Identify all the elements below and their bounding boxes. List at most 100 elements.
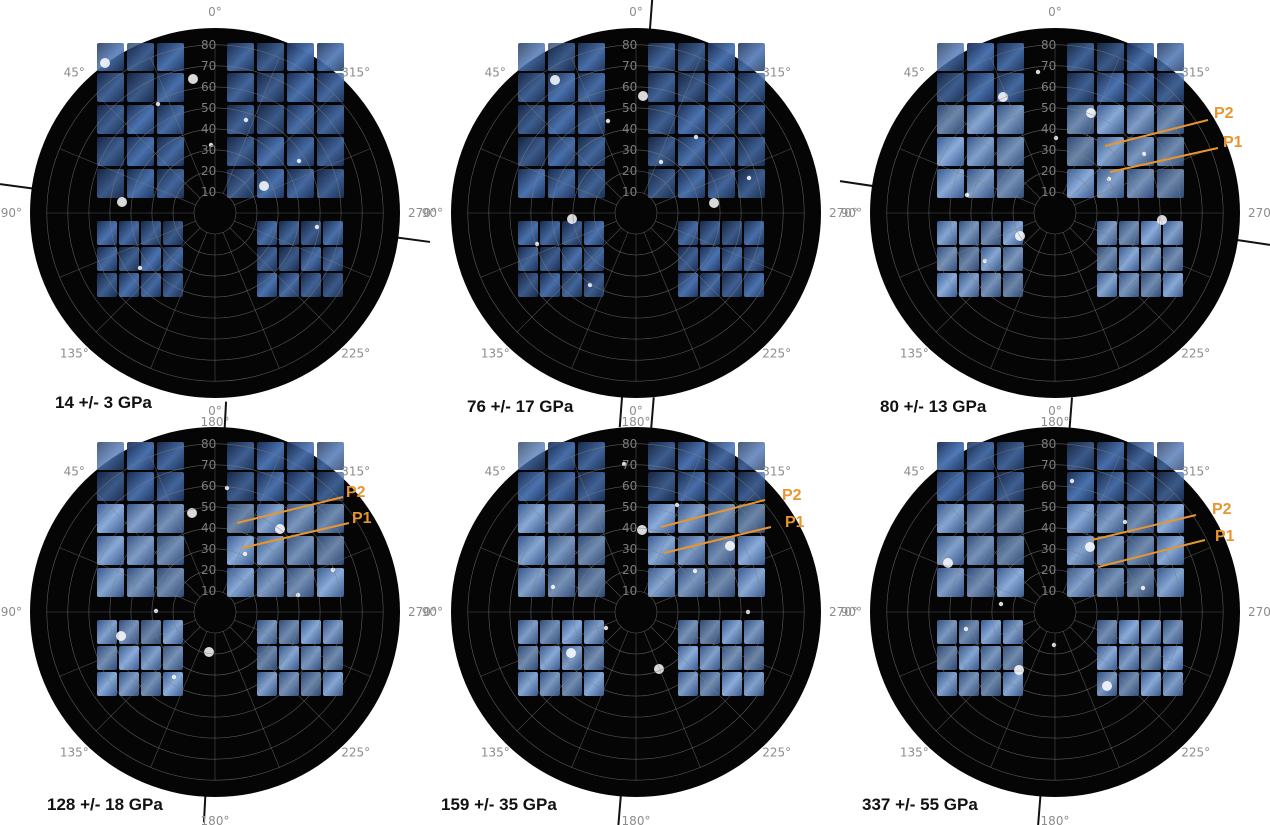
detector-tile <box>518 137 545 166</box>
diffraction-spot <box>1102 681 1112 691</box>
detector-tile <box>708 73 735 102</box>
grid-spoke <box>95 93 201 199</box>
detector-tile <box>257 442 284 470</box>
detector-tile <box>722 221 742 245</box>
grid-spoke <box>516 626 622 732</box>
detector-tile <box>1097 105 1124 134</box>
diffraction-spot <box>943 558 953 568</box>
detector-tile <box>323 646 343 670</box>
detector-tile <box>1157 472 1184 501</box>
detector-tile <box>1157 504 1184 533</box>
detector-tile <box>518 646 538 670</box>
detector-tile <box>1097 646 1117 670</box>
grid-spoke <box>1074 148 1211 206</box>
detector-tile <box>1163 646 1183 670</box>
azimuth-label: 0° <box>629 5 643 19</box>
grid-spoke <box>935 227 1041 333</box>
detector-tile <box>937 137 964 166</box>
grid-spoke <box>150 456 208 593</box>
detector-tile <box>227 442 254 470</box>
detector-tile <box>157 504 184 533</box>
detector-tile <box>227 504 254 533</box>
grid-spoke <box>1074 547 1211 605</box>
grid-circle <box>886 44 1224 382</box>
detector-tile <box>97 273 117 297</box>
azimuth-label: 90° <box>841 206 862 220</box>
detector-tile <box>97 137 124 166</box>
detector-tile <box>1067 568 1094 597</box>
detector-tile <box>157 169 184 198</box>
detector-tile <box>937 472 964 501</box>
detector-tile <box>163 672 183 696</box>
detector-tile <box>518 43 545 71</box>
detector-tile <box>1097 442 1124 470</box>
detector-tile <box>1097 472 1124 501</box>
detector-tile <box>738 43 765 71</box>
diffraction-spot <box>224 485 230 491</box>
detector-tile <box>279 672 299 696</box>
detector-tile <box>97 105 124 134</box>
detector-tile <box>1097 43 1124 71</box>
detector-tile <box>937 536 964 565</box>
detector-tile <box>959 247 979 271</box>
detector-tile <box>141 273 161 297</box>
radial-tick-label: 60 <box>201 479 216 493</box>
diffraction-spot <box>188 74 198 84</box>
detector-tile <box>127 43 154 71</box>
grid-spoke <box>59 220 196 278</box>
grid-spoke <box>1062 631 1120 768</box>
detector-tile <box>127 536 154 565</box>
radial-tick-label: 20 <box>201 563 216 577</box>
detector-tile <box>1157 137 1184 166</box>
detector-tile <box>540 221 560 245</box>
detector-tile <box>678 247 698 271</box>
azimuth-label: 225° <box>341 746 370 760</box>
azimuth-label: 0° <box>208 404 222 418</box>
detector-tile <box>317 472 344 501</box>
detector-tile <box>967 504 994 533</box>
detector-tile <box>518 620 538 644</box>
detector-tile <box>548 536 575 565</box>
detector-tile <box>97 536 124 565</box>
detector-tile <box>1163 221 1183 245</box>
grid-spoke <box>150 232 208 369</box>
grid-spoke <box>95 626 201 732</box>
diffraction-spot <box>314 224 320 230</box>
grid-spoke <box>1069 227 1175 333</box>
detector-tile <box>937 247 957 271</box>
grid-spoke <box>95 227 201 333</box>
detector-tile <box>279 221 299 245</box>
detector-tile <box>578 472 605 501</box>
detector-tile <box>317 568 344 597</box>
detector-tile <box>119 646 139 670</box>
detector-tile <box>744 646 764 670</box>
diffraction-spot <box>1051 642 1057 648</box>
detector-tile <box>584 273 604 297</box>
detector-tile <box>578 568 605 597</box>
azimuth-label: 180° <box>201 415 230 429</box>
diffraction-spot <box>1106 176 1112 182</box>
grid-spoke <box>480 547 617 605</box>
grid-circle <box>467 44 805 382</box>
detector-tile <box>518 273 538 297</box>
detector-tile <box>317 137 344 166</box>
detector-tile <box>648 568 675 597</box>
grid-circle <box>614 191 658 235</box>
grid-spoke <box>655 547 792 605</box>
detector-tile <box>279 620 299 644</box>
azimuth-label: 90° <box>422 206 443 220</box>
radial-tick-label: 60 <box>1041 479 1056 493</box>
diffraction-spot <box>259 181 269 191</box>
detector-tile <box>678 137 705 166</box>
grid-spoke <box>655 220 792 278</box>
detector-tile <box>163 273 183 297</box>
diffraction-spot <box>1053 135 1059 141</box>
detector-tile <box>997 568 1024 597</box>
detector-tile <box>744 273 764 297</box>
detector-tile <box>562 221 582 245</box>
grid-circle <box>1033 191 1077 235</box>
detector-tile <box>317 169 344 198</box>
detector-tile <box>738 169 765 198</box>
detector-tile <box>97 620 117 644</box>
diffraction-spot <box>153 608 159 614</box>
